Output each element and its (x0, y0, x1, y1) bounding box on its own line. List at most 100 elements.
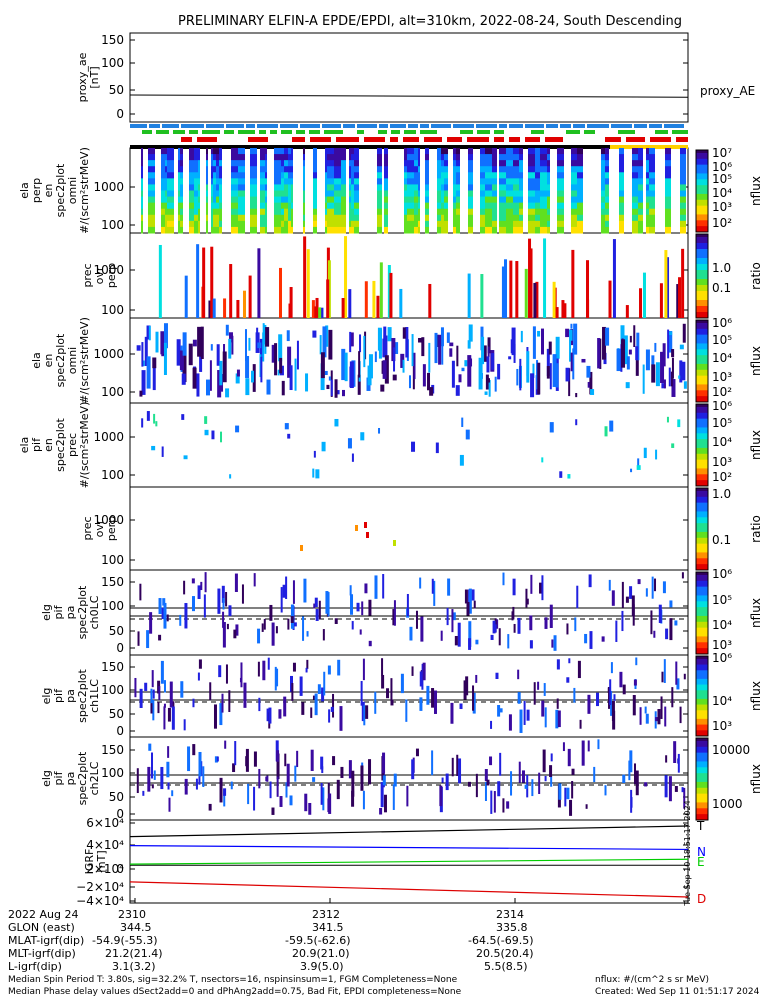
colorbar-cell (696, 752, 708, 756)
spec-cell (351, 202, 354, 210)
pa-cell (225, 664, 228, 684)
spec-cell (414, 160, 418, 167)
spec-cell (288, 196, 291, 204)
colorbar-cell (696, 704, 708, 708)
spec-cell (349, 166, 351, 173)
ratio-cell (664, 250, 668, 318)
spec-dot (668, 367, 671, 387)
colorbar-cell (696, 477, 708, 481)
spec-cell (198, 214, 200, 222)
ylabel-pa_ch0LC-0: elg (40, 604, 53, 621)
spec-cell (506, 226, 513, 234)
pa-cell (447, 578, 451, 596)
spec-dot (367, 365, 372, 386)
pa-cell (406, 785, 409, 807)
spec-dot (626, 356, 630, 370)
spec-cell (384, 154, 388, 161)
spec-cell (577, 190, 583, 198)
pa-cell (464, 589, 468, 604)
pa-cell (374, 575, 378, 599)
pa-cell (622, 684, 626, 695)
spec-cell (646, 178, 649, 185)
ratio-cell (501, 266, 505, 318)
pa-cell (506, 801, 510, 809)
spec-cell (250, 148, 257, 155)
spec-cell (535, 208, 540, 216)
spec-dot (312, 468, 315, 478)
spec-dot (336, 390, 340, 395)
spec-cell (638, 148, 643, 155)
pa-cell (381, 658, 384, 676)
spec-cell (284, 190, 288, 198)
pa-cell (222, 597, 225, 610)
spec-dot (483, 345, 487, 362)
spec-dot (532, 326, 536, 359)
spec-cell (638, 160, 643, 167)
pa-cell (167, 707, 171, 722)
spec-cell (577, 208, 583, 216)
pa-cell (219, 777, 223, 803)
ratio-cell (314, 306, 318, 318)
spec-cell (499, 166, 506, 173)
spec-dot (328, 329, 333, 360)
spec-cell (513, 184, 519, 191)
colorbar-cell (696, 690, 708, 694)
pa-cell (167, 782, 170, 790)
colorbar-cell (696, 678, 708, 683)
spec-cell (349, 178, 351, 185)
spec-cell (354, 208, 359, 216)
spec-dot (216, 344, 220, 366)
spec-cell (351, 226, 354, 234)
ylabel-ela_prec_ovr_perp-1: ovr (93, 266, 106, 284)
pa-cell (621, 610, 624, 632)
spec-cell (354, 178, 359, 185)
colorbar-cell (696, 648, 708, 652)
spec-cell (189, 154, 194, 161)
spec-cell (313, 190, 317, 198)
ytick-igrf-4: −2×10⁴ (76, 880, 124, 894)
spec-cell (414, 172, 418, 179)
spec-cell (211, 172, 213, 179)
spec-dot (296, 340, 299, 370)
spec-cell (619, 166, 624, 173)
pa-cell (271, 622, 275, 646)
spec-cell (211, 178, 213, 185)
spec-cell (444, 160, 448, 167)
pa-cell (280, 587, 283, 613)
spec-cell (485, 172, 492, 179)
spec-cell (646, 148, 649, 155)
colorbar-cell (696, 534, 708, 539)
pa-cell (284, 753, 287, 767)
colorbar-cell (696, 439, 708, 443)
spec-cell (441, 196, 444, 204)
spec-dot (569, 329, 573, 341)
spec-cell (547, 208, 550, 216)
spec-cell (341, 220, 346, 228)
spec-cell (557, 154, 564, 161)
spec-cell (638, 178, 643, 185)
ratio-cell (612, 239, 616, 318)
status-bar-red (336, 137, 359, 142)
spec-cell (349, 154, 351, 161)
spec-cell (414, 214, 418, 222)
ratio-cell (563, 303, 567, 318)
pa-cell (392, 609, 395, 626)
spec-dot (427, 372, 431, 391)
spec-dot (380, 384, 385, 392)
spec-dot (260, 356, 263, 383)
spec-cell (351, 214, 354, 222)
spec-cell (349, 190, 351, 198)
spec-cell (194, 214, 198, 222)
spec-dot (287, 433, 291, 439)
pa-cell (163, 703, 166, 708)
spec-cell (441, 220, 444, 228)
pa-cell (359, 629, 362, 635)
colorbar-cell (696, 258, 708, 262)
spec-dot (671, 443, 675, 448)
spec-cell (638, 184, 643, 191)
status-bar-green (357, 130, 364, 134)
spec-cell (189, 214, 194, 222)
spec-dot (541, 328, 545, 355)
spec-cell (519, 226, 523, 234)
spec-cell (649, 214, 655, 222)
